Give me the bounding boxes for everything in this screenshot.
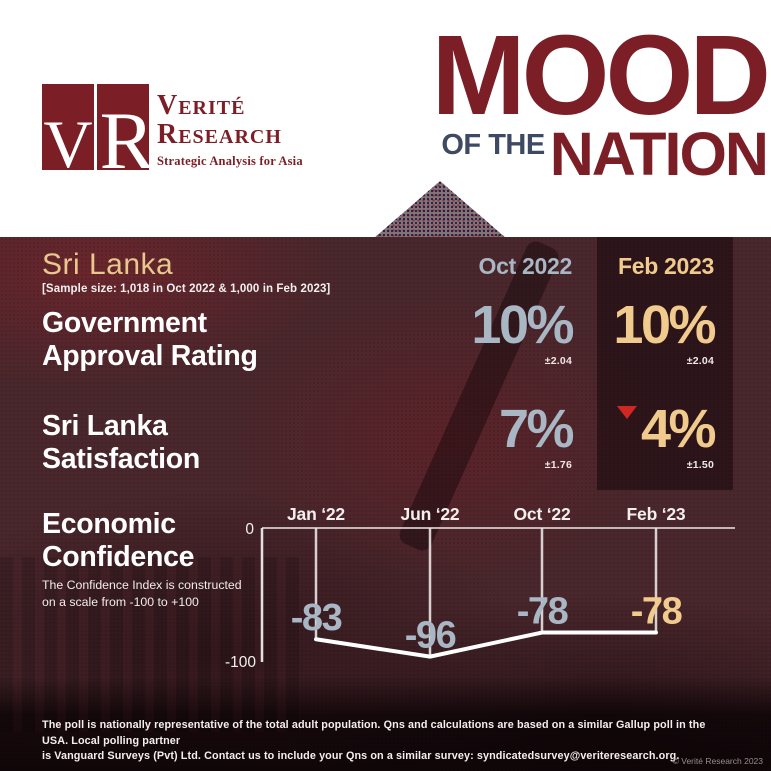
value-line: 10% bbox=[471, 295, 574, 355]
data-panel: Sri Lanka [Sample size: 1,018 in Oct 202… bbox=[0, 237, 771, 771]
economic-confidence-line-chart: Jan ‘22 Jun ‘22 Oct ‘22 Feb ‘23 0 -100 -83 -96 -… bbox=[222, 500, 771, 705]
title-word-nation: NATION bbox=[549, 119, 769, 188]
value-label-1: -96 bbox=[405, 615, 456, 657]
column-header-oct-2022: Oct 2022 bbox=[478, 253, 573, 279]
value-label-2: -78 bbox=[517, 591, 568, 633]
approval-oct-margin-of-error: ±2.04 bbox=[544, 355, 572, 367]
country-heading: Sri Lanka bbox=[42, 248, 174, 281]
approval-oct-value-cell: 10% ±2.04 bbox=[471, 295, 574, 367]
row-label-line2: Approval Rating bbox=[42, 340, 258, 373]
value-line: 7% bbox=[498, 399, 575, 459]
satisfaction-oct-margin-of-error: ±1.76 bbox=[544, 459, 572, 471]
disclaimer-line2: is Vanguard Surveys (Pvt) Ltd. Contact u… bbox=[42, 750, 680, 763]
x-tick-label-2: Oct ‘22 bbox=[514, 504, 571, 524]
title-word-mood: MOOD bbox=[431, 12, 771, 138]
feb-2023-column-highlight bbox=[597, 237, 733, 490]
logo-wordmark: Verité Research Strategic Analysis for A… bbox=[157, 84, 303, 169]
sample-size-note: [Sample size: 1,018 in Oct 2022 & 1,000 … bbox=[42, 283, 331, 295]
satisfaction-feb-value: 4% bbox=[640, 399, 717, 459]
row-label-line2: Confidence bbox=[42, 541, 195, 574]
x-tick-label-0: Jan ‘22 bbox=[287, 504, 345, 524]
column-header-feb-2023: Feb 2023 bbox=[617, 253, 714, 279]
confidence-chart-svg: Jan ‘22 Jun ‘22 Oct ‘22 Feb ‘23 0 -100 -83 -96 -… bbox=[225, 504, 735, 671]
row-label-line1: Economic bbox=[42, 508, 176, 540]
disclaimer-line1: The poll is nationally representative of… bbox=[42, 719, 706, 747]
confidence-note-line1: The Confidence Index is constructed bbox=[42, 578, 242, 592]
satisfaction-oct-value-cell: 7% ±1.76 bbox=[498, 399, 575, 471]
row-label-economic-confidence: Economic Confidence bbox=[42, 508, 194, 574]
title-word-of-the: OF THE bbox=[441, 128, 545, 161]
row-label-satisfaction: Sri Lanka Satisfaction bbox=[42, 410, 200, 476]
logo-letter-r-tile: R bbox=[97, 84, 149, 170]
confidence-data-line bbox=[314, 630, 658, 659]
page-title: MOOD OF THE NATION bbox=[431, 12, 771, 188]
panel-content: Sri Lanka [Sample size: 1,018 in Oct 202… bbox=[0, 237, 771, 771]
approval-oct-value: 10% bbox=[471, 295, 574, 355]
satisfaction-feb-margin-of-error: ±1.50 bbox=[686, 459, 714, 471]
y-tick-zero: 0 bbox=[245, 521, 254, 538]
x-tick-label-1: Jun ‘22 bbox=[401, 504, 460, 524]
satisfaction-oct-value: 7% bbox=[498, 399, 575, 459]
logo-letter-v: V bbox=[43, 106, 93, 170]
row-label-line2: Satisfaction bbox=[42, 443, 200, 476]
satisfaction-feb-value-cell: 4% ±1.50 bbox=[616, 399, 717, 471]
logo-name-line1: Verité bbox=[157, 90, 246, 121]
approval-feb-margin-of-error: ±2.04 bbox=[686, 355, 714, 367]
trend-down-icon bbox=[616, 406, 637, 419]
approval-feb-value: 10% bbox=[613, 295, 716, 355]
title-line2: OF THE NATION bbox=[431, 119, 769, 188]
logo-letter-r: R bbox=[99, 95, 149, 171]
row-label-government-approval: Government Approval Rating bbox=[42, 307, 258, 373]
confidence-note-line2: on a scale from -100 to +100 bbox=[42, 594, 199, 609]
value-label-3: -78 bbox=[631, 591, 682, 633]
value-label-0: -83 bbox=[291, 597, 342, 639]
confidence-index-note: The Confidence Index is constructed on a… bbox=[42, 577, 242, 610]
value-line: 4% bbox=[616, 399, 717, 459]
logo-tagline: Strategic Analysis for Asia bbox=[157, 154, 303, 169]
value-line: 10% bbox=[613, 295, 716, 355]
logo-letter-v-tile: V bbox=[42, 84, 94, 170]
approval-feb-value-cell: 10% ±2.04 bbox=[613, 295, 716, 367]
footer: The poll is nationally representative of… bbox=[0, 710, 771, 771]
copyright-notice: © Verité Research 2023 bbox=[672, 756, 763, 766]
methodology-disclaimer: The poll is nationally representative of… bbox=[42, 718, 732, 765]
row-label-line1: Government bbox=[42, 307, 207, 339]
photo-peak-decoration bbox=[374, 181, 506, 238]
verite-research-logo: V R Verité Research Strategic Analysis f… bbox=[42, 84, 303, 170]
y-tick-minus-100: -100 bbox=[225, 654, 256, 671]
row-label-line1: Sri Lanka bbox=[42, 410, 168, 442]
logo-name-line2: Research bbox=[157, 118, 282, 150]
building-silhouette-decoration bbox=[0, 557, 300, 732]
x-tick-label-3: Feb ‘23 bbox=[627, 504, 686, 524]
